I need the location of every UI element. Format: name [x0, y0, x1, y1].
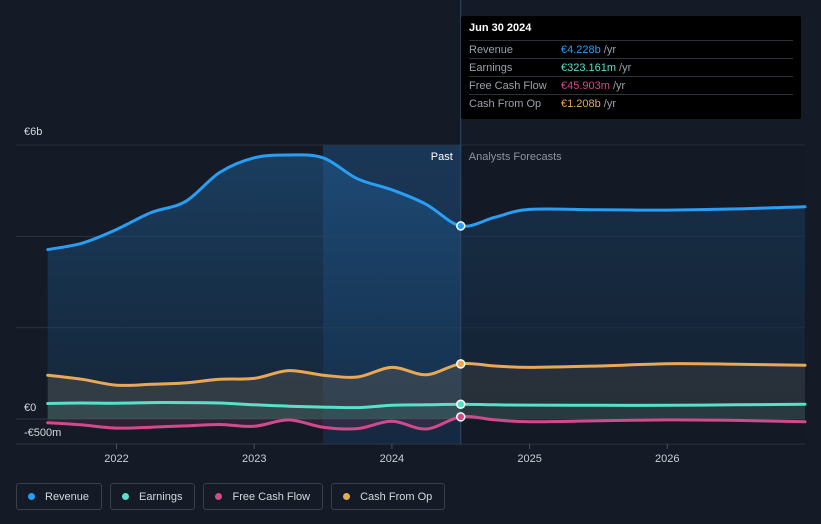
tooltip-row-cash-from-op: Cash From Op €1.208b /yr [469, 94, 793, 112]
cash-from-op-marker [456, 359, 466, 369]
tooltip-unit: /yr [612, 79, 626, 92]
free-cash-flow-line [46, 415, 807, 431]
x-tick-label: 2025 [517, 453, 541, 465]
x-tick-label: 2022 [104, 453, 128, 465]
y-axis-bottom-label: -€500m [24, 427, 62, 439]
tooltip-label: Earnings [469, 61, 513, 74]
tooltip-row-earnings: Earnings €323.161m /yr [469, 58, 793, 76]
earnings-dot-icon [122, 493, 130, 500]
legend-item-revenue[interactable]: Revenue [16, 483, 103, 510]
tooltip-row-revenue: Revenue €4.228b /yr [469, 40, 793, 58]
revenue-area [47, 154, 805, 420]
forecast-dim-region [460, 145, 805, 444]
earnings-marker [456, 399, 466, 409]
legend-label: Revenue [45, 490, 90, 503]
y-axis-top-label: €6b [24, 126, 43, 138]
legend-label: Earnings [139, 490, 183, 503]
tooltip-label: Free Cash Flow [469, 79, 547, 92]
chart-plot: Past Analysts Forecasts 2022 2023 2024 2025 20… [16, 0, 807, 465]
x-tick-label: 2026 [655, 453, 679, 465]
chart-legend: Revenue Earnings Free Cash Flow Cash Fro… [16, 483, 446, 510]
tooltip-date: Jun 30 2024 [469, 22, 532, 34]
revenue-line [46, 153, 807, 252]
legend-label: Free Cash Flow [232, 490, 311, 503]
tooltip-value: €4.228b [561, 43, 601, 56]
legend-item-earnings[interactable]: Earnings [110, 483, 196, 510]
past-label: Past [431, 151, 453, 163]
free-cash-flow-marker [456, 412, 466, 422]
free-cash-flow-dot-icon [215, 493, 223, 500]
revenue-dot-icon [28, 493, 35, 500]
x-tick-label: 2023 [242, 453, 266, 465]
tooltip-label: Cash From Op [469, 97, 542, 110]
cash-from-op-line [46, 361, 807, 387]
tooltip-unit: /yr [603, 43, 616, 56]
tooltip-unit: /yr [619, 61, 632, 74]
y-axis-zero-label: €0 [24, 402, 37, 414]
tooltip-value: €323.161m [561, 61, 617, 74]
revenue-marker [456, 221, 466, 231]
legend-label: Cash From Op [360, 490, 433, 503]
tooltip-unit: /yr [603, 97, 616, 110]
legend-item-cash-from-op[interactable]: Cash From Op [331, 483, 446, 510]
cash-from-op-dot-icon [343, 493, 351, 500]
data-tooltip: Jun 30 2024 Revenue €4.228b /yr Earnings… [461, 16, 801, 119]
tooltip-value: €1.208b [561, 97, 601, 110]
x-tick-label: 2024 [380, 453, 404, 465]
tooltip-value: €45.903m [561, 79, 610, 92]
earnings-line [46, 400, 807, 410]
tooltip-row-free-cash-flow: Free Cash Flow €45.903m /yr [469, 76, 793, 94]
legend-item-free-cash-flow[interactable]: Free Cash Flow [203, 483, 324, 510]
tooltip-label: Revenue [469, 43, 514, 56]
forecast-label: Analysts Forecasts [469, 151, 562, 163]
